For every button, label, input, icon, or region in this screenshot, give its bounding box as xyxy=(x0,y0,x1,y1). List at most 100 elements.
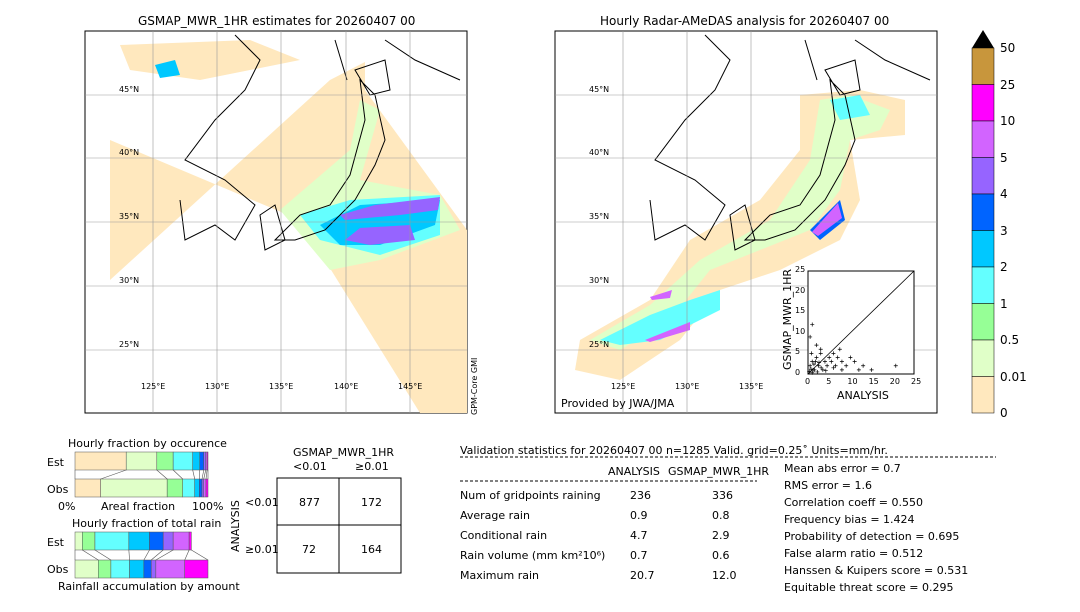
left-map-title: GSMAP_MWR_1HR estimates for 20260407 00 xyxy=(138,14,416,28)
colorbar-label: 4 xyxy=(1000,187,1008,201)
scatter-point xyxy=(827,355,832,360)
lat-tick: 45°N xyxy=(119,85,140,94)
score-line: Mean abs error = 0.7 xyxy=(784,462,901,475)
scatter-point xyxy=(856,367,861,372)
stats-row-label: Average rain xyxy=(460,509,530,522)
scatter-point xyxy=(822,359,827,364)
fraction-segment xyxy=(203,451,206,471)
rain-area xyxy=(110,62,467,413)
scatter-ytick: 15 xyxy=(795,306,806,316)
connector-line xyxy=(100,469,127,480)
rain-area xyxy=(812,203,842,236)
colorbar-segment xyxy=(971,230,995,268)
fraction-segment xyxy=(74,559,99,579)
lat-tick: 30°N xyxy=(589,276,610,285)
fraction-segment xyxy=(166,478,183,498)
fraction-segment xyxy=(129,559,145,579)
colorbar-label: 3 xyxy=(1000,223,1008,238)
fraction-segment xyxy=(172,451,193,471)
fraction-segment xyxy=(143,559,152,579)
rain-area xyxy=(340,197,440,220)
scatter-point xyxy=(839,367,844,372)
scatter-xtick: 5 xyxy=(826,377,832,386)
scatter-xtick: 20 xyxy=(889,377,900,386)
fraction-segment xyxy=(192,451,201,471)
connector-line xyxy=(82,549,99,561)
lat-tick: 45°N xyxy=(589,85,610,94)
fraction-segment xyxy=(184,559,209,579)
lon-tick: 130°E xyxy=(205,382,230,391)
fraction-segment xyxy=(199,451,204,471)
scatter-point xyxy=(835,355,840,360)
connector-line xyxy=(191,549,209,561)
scatter-point xyxy=(852,359,857,364)
colorbar-label: 0.01 xyxy=(1000,369,1027,384)
scatter-point xyxy=(818,351,823,356)
colorbar-segment xyxy=(971,157,995,195)
scatter-point xyxy=(831,351,836,356)
rain-xlabel: Rainfall accumulation by amount xyxy=(58,580,240,593)
row-label-1: ≥0.01 xyxy=(245,543,279,556)
col-gsmap: GSMAP_MWR_1HR xyxy=(668,465,770,478)
scatter-point xyxy=(811,362,816,367)
scatter-ytick: 25 xyxy=(795,265,806,274)
rain-obs-label: Obs xyxy=(47,563,69,576)
scatter-point xyxy=(810,322,815,327)
lat-tick: 35°N xyxy=(119,212,140,221)
colorbar-segment xyxy=(971,193,995,231)
lon-tick: 125°E xyxy=(611,382,636,391)
fraction-segment xyxy=(74,478,101,498)
stats-row-label: Maximum rain xyxy=(460,569,539,582)
scatter-point xyxy=(869,367,874,372)
scatter-point xyxy=(810,370,815,375)
fraction-segment xyxy=(172,531,190,551)
rain-title: Hourly fraction of total rain xyxy=(72,517,222,530)
cell-01: 172 xyxy=(361,496,382,509)
score-line: Correlation coeff = 0.550 xyxy=(784,496,923,509)
fraction-segment xyxy=(74,531,83,551)
scatter-point xyxy=(814,343,819,348)
fraction-segment xyxy=(94,531,130,551)
score-line: Frequency bias = 1.424 xyxy=(784,513,915,526)
fraction-segment xyxy=(162,531,174,551)
scatter-point xyxy=(808,363,813,368)
scatter-point xyxy=(814,355,819,360)
scatter-ytick: 10 xyxy=(795,326,806,336)
scatter-xtick: 15 xyxy=(868,377,879,386)
lat-tick: 40°N xyxy=(119,148,140,157)
colorbar-label: 5 xyxy=(1000,150,1008,165)
fraction-segment xyxy=(82,531,96,551)
rain-area xyxy=(590,95,890,350)
colorbar-segment xyxy=(971,120,995,158)
fraction-segment xyxy=(203,478,207,498)
rain-area xyxy=(345,225,415,245)
colorbar-extend-arrow xyxy=(972,30,994,48)
rain-area xyxy=(600,290,720,345)
stats-gsmap-value: 0.6 xyxy=(712,549,730,562)
stats-row-label: Num of gridpoints raining xyxy=(460,489,601,502)
scatter-point xyxy=(833,363,838,368)
colorbar-segment xyxy=(971,339,995,377)
scatter-point xyxy=(839,359,844,364)
fraction-segment xyxy=(194,478,200,498)
scatter-point xyxy=(809,351,814,356)
lon-tick: 135°E xyxy=(739,382,764,391)
scatter-point xyxy=(808,367,813,372)
scatter-ytick: 20 xyxy=(795,285,806,295)
rain-area xyxy=(650,290,672,300)
scatter-point xyxy=(893,363,898,368)
colorbar-label: 50 xyxy=(1000,41,1016,55)
scatter-point xyxy=(818,347,823,352)
fraction-segment xyxy=(100,478,168,498)
stats-gsmap-value: 12.0 xyxy=(712,569,737,582)
scatter-point xyxy=(825,363,830,368)
connector-line xyxy=(192,469,195,480)
fraction-segment xyxy=(74,451,127,471)
scatter-ytick: 5 xyxy=(795,347,801,357)
colorbar-label: 0.5 xyxy=(1000,333,1020,347)
stats-gsmap-value: 336 xyxy=(712,489,733,502)
scatter-xtick: 0 xyxy=(805,377,811,386)
right-map-title: Hourly Radar-AMeDAS analysis for 2026040… xyxy=(600,14,890,28)
colorbar-segment xyxy=(971,47,995,85)
